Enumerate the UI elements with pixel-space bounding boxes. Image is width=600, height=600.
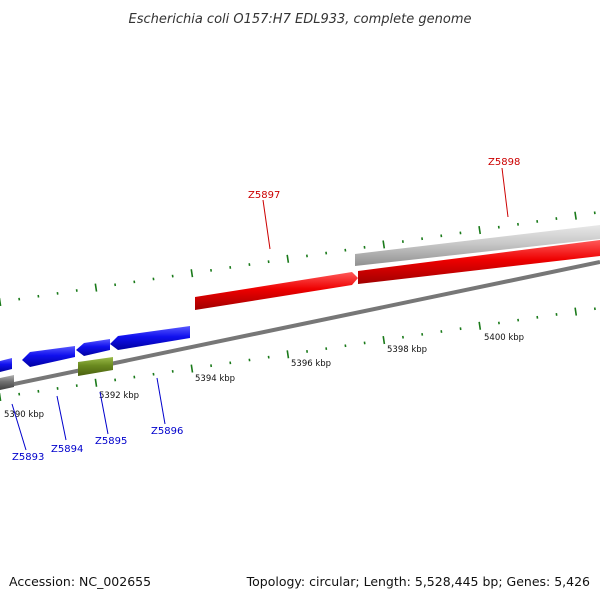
inner-tick: [382, 335, 386, 345]
gene-arrow-partial-gray: [0, 375, 14, 390]
ruler-label-5398: 5398 kbp: [387, 345, 427, 355]
outer-tick: [94, 283, 98, 292]
gene-label-z5894: Z5894: [51, 444, 83, 455]
inner-tick: [0, 392, 2, 402]
gene-arrow-z5895: [76, 339, 110, 356]
gene-arrow-z5896: [110, 326, 190, 350]
accession-text: Accession: NC_002655: [9, 574, 151, 589]
leader-z5896: [156, 377, 166, 425]
ruler-label-5394: 5394 kbp: [195, 374, 235, 384]
outer-tick: [382, 240, 386, 249]
leader-z5897: [262, 199, 271, 250]
gene-label-z5896: Z5896: [151, 426, 183, 437]
inner-tick: [478, 321, 482, 330]
gene-arrow-partial-blue: [0, 358, 12, 372]
leader-z5898: [501, 167, 509, 218]
inner-tick: [574, 307, 578, 316]
leader-z5895: [99, 391, 109, 435]
gene-arrow-gray: [355, 225, 600, 266]
outer-tick: [190, 269, 194, 278]
ruler-labels: 5390 kbp 5392 kbp 5394 kbp 5396 kbp 5398…: [4, 333, 524, 420]
gene-features: [0, 225, 600, 390]
ruler-label-5396: 5396 kbp: [291, 359, 331, 369]
outer-tick: [0, 297, 2, 307]
outer-tick: [286, 254, 290, 263]
gene-label-z5898: Z5898: [488, 157, 520, 168]
map-title: Escherichia coli O157:H7 EDL933, complet…: [129, 12, 472, 27]
ruler-label-5392: 5392 kbp: [99, 391, 139, 401]
inner-tick-ring: [0, 307, 596, 402]
inner-tick: [286, 350, 290, 359]
gene-leaders: [11, 167, 509, 451]
gene-arrow-green: [78, 357, 113, 376]
outer-tick: [574, 211, 577, 220]
outer-tick-ring: [0, 211, 596, 307]
inner-tick: [94, 378, 98, 387]
leader-z5893: [11, 403, 27, 451]
gene-label-z5893: Z5893: [12, 452, 44, 463]
gene-label-z5895: Z5895: [95, 436, 127, 447]
leader-z5894: [56, 395, 67, 441]
ruler-label-5390: 5390 kbp: [4, 410, 44, 420]
gene-label-z5897: Z5897: [248, 190, 280, 201]
outer-tick: [478, 225, 482, 235]
ruler-label-5400: 5400 kbp: [484, 333, 524, 343]
gene-labels: Z5893 Z5894 Z5895 Z5896 Z5897 Z5898: [12, 157, 520, 463]
gene-arrow-z5898: [358, 240, 600, 284]
gene-arrow-z5894: [22, 346, 75, 367]
inner-tick: [190, 364, 194, 373]
gene-arrow-z5897: [195, 272, 358, 310]
topology-text: Topology: circular; Length: 5,528,445 bp…: [246, 574, 590, 589]
